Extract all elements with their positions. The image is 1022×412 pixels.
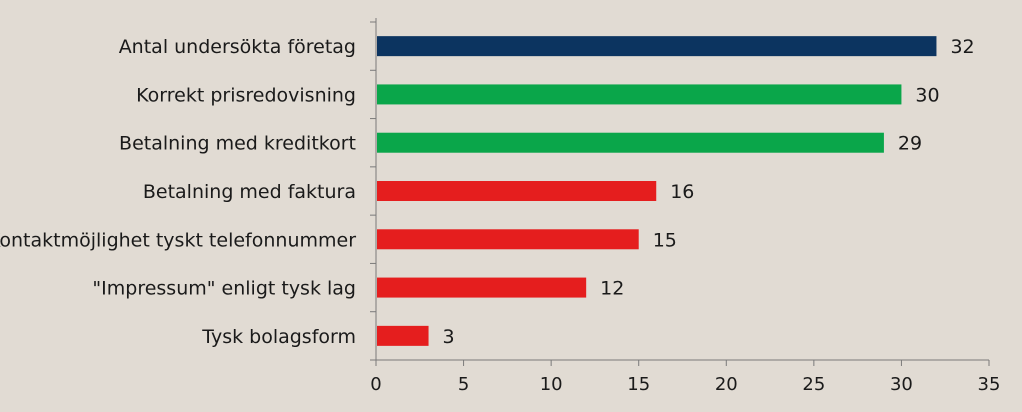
x-tick-label: 5 bbox=[458, 374, 469, 395]
category-label: "Impressum" enligt tysk lag bbox=[92, 278, 356, 300]
x-tick-label: 10 bbox=[540, 374, 563, 395]
bar bbox=[377, 181, 657, 201]
x-tick-label: 35 bbox=[978, 374, 1001, 395]
category-label: Tysk bolagsform bbox=[201, 326, 356, 348]
bar bbox=[377, 325, 429, 346]
value-label: 3 bbox=[443, 326, 455, 348]
x-tick-label: 0 bbox=[370, 374, 381, 395]
value-label: 29 bbox=[898, 133, 922, 155]
category-label: Kontaktmöjlighet tyskt telefonnummer bbox=[0, 229, 356, 251]
value-label: 15 bbox=[653, 229, 677, 251]
bar bbox=[377, 36, 937, 57]
bar bbox=[377, 132, 884, 153]
x-tick-label: 25 bbox=[802, 374, 825, 395]
chart-bars bbox=[377, 36, 937, 346]
x-tick-label: 15 bbox=[627, 374, 650, 395]
bar bbox=[377, 84, 902, 105]
category-label: Antal undersökta företag bbox=[119, 36, 356, 58]
x-tick-label: 20 bbox=[715, 374, 738, 395]
chart-axes bbox=[370, 18, 990, 366]
value-label: 16 bbox=[670, 181, 694, 203]
value-label: 30 bbox=[915, 84, 939, 106]
category-label: Betalning med kreditkort bbox=[119, 133, 356, 155]
bar bbox=[377, 277, 587, 298]
x-tick-label: 30 bbox=[890, 374, 913, 395]
bar bbox=[377, 229, 639, 250]
category-label: Betalning med faktura bbox=[143, 181, 356, 203]
value-label: 32 bbox=[950, 36, 974, 58]
category-label: Korrekt prisredovisning bbox=[136, 84, 356, 106]
value-label: 12 bbox=[600, 278, 624, 300]
